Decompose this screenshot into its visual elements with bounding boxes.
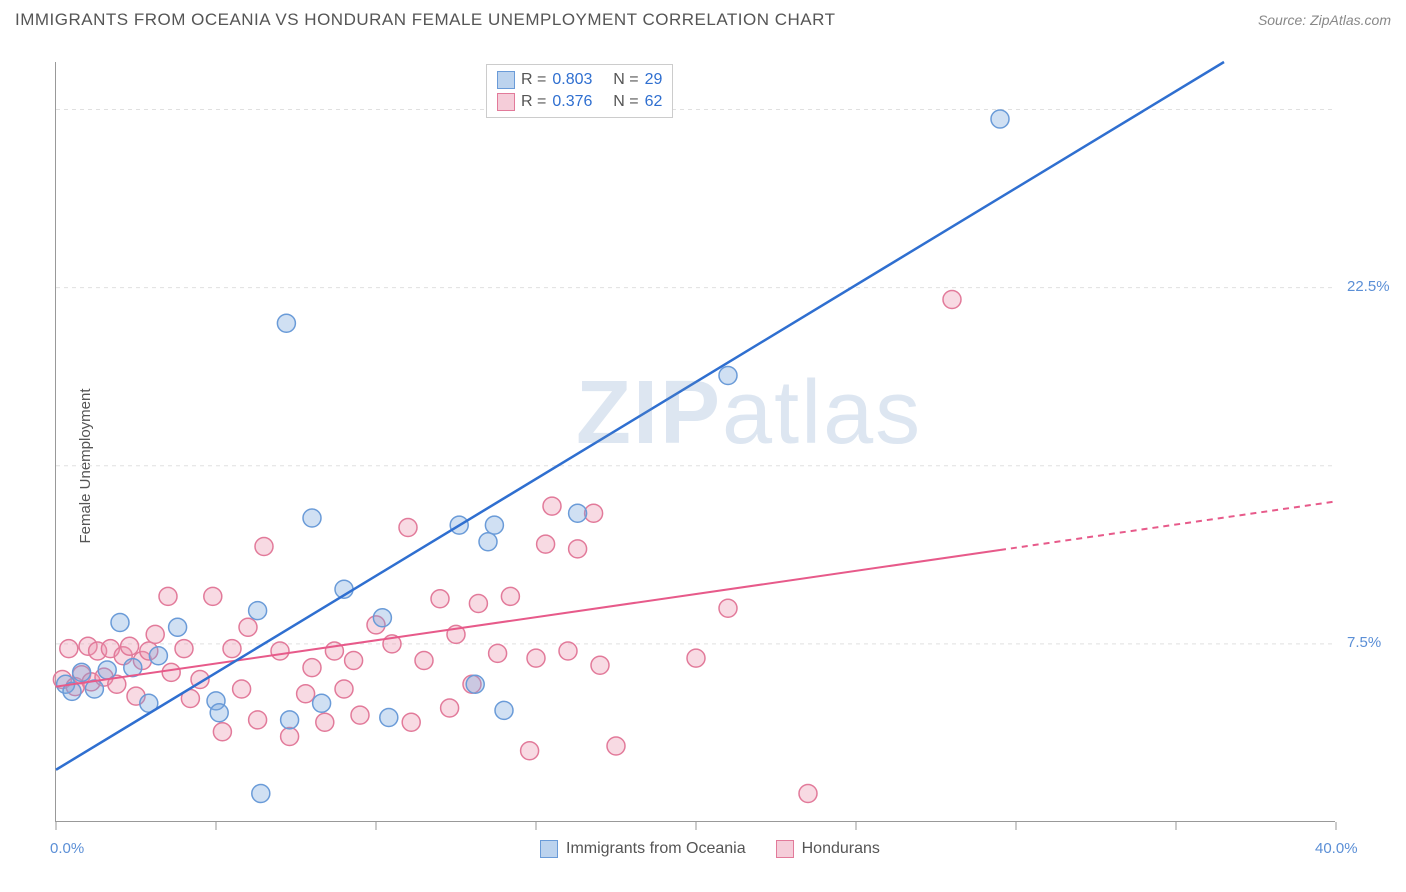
y-tick-label: 22.5%: [1347, 278, 1390, 295]
y-tick-label: 7.5%: [1347, 634, 1381, 651]
n-label: N =: [613, 91, 638, 113]
legend-label-hondurans: Hondurans: [802, 840, 880, 858]
swatch-hondurans: [497, 93, 515, 111]
r-label: R =: [521, 69, 546, 91]
source-prefix: Source:: [1258, 12, 1310, 28]
plot-wrapper: Female Unemployment ZIPatlas R = 0.803 N…: [0, 40, 1406, 892]
scatter-plot-svg: [56, 62, 1336, 822]
n-label: N =: [613, 69, 638, 91]
r-label: R =: [521, 91, 546, 113]
n-value-hondurans: 62: [645, 91, 663, 113]
legend-item-oceania: Immigrants from Oceania: [540, 840, 746, 858]
chart-title: IMMIGRANTS FROM OCEANIA VS HONDURAN FEMA…: [15, 10, 835, 30]
plot-area: ZIPatlas R = 0.803 N = 29 R = 0.376 N =: [55, 62, 1335, 822]
r-value-hondurans: 0.376: [552, 91, 592, 113]
source-attribution: Source: ZipAtlas.com: [1258, 12, 1391, 28]
r-value-oceania: 0.803: [552, 69, 592, 91]
legend-series: Immigrants from Oceania Hondurans: [540, 840, 880, 858]
legend-item-hondurans: Hondurans: [776, 840, 880, 858]
legend-row-hondurans: R = 0.376 N = 62: [497, 91, 662, 113]
x-tick-label: 40.0%: [1315, 840, 1358, 857]
chart-container: IMMIGRANTS FROM OCEANIA VS HONDURAN FEMA…: [0, 0, 1406, 892]
n-value-oceania: 29: [645, 69, 663, 91]
legend-correlation-box: R = 0.803 N = 29 R = 0.376 N = 62: [486, 64, 673, 118]
title-bar: IMMIGRANTS FROM OCEANIA VS HONDURAN FEMA…: [0, 0, 1406, 40]
swatch-oceania: [540, 840, 558, 858]
swatch-oceania: [497, 71, 515, 89]
legend-label-oceania: Immigrants from Oceania: [566, 840, 746, 858]
swatch-hondurans: [776, 840, 794, 858]
x-tick-label: 0.0%: [50, 840, 84, 857]
legend-row-oceania: R = 0.803 N = 29: [497, 69, 662, 91]
source-link[interactable]: ZipAtlas.com: [1310, 12, 1391, 28]
